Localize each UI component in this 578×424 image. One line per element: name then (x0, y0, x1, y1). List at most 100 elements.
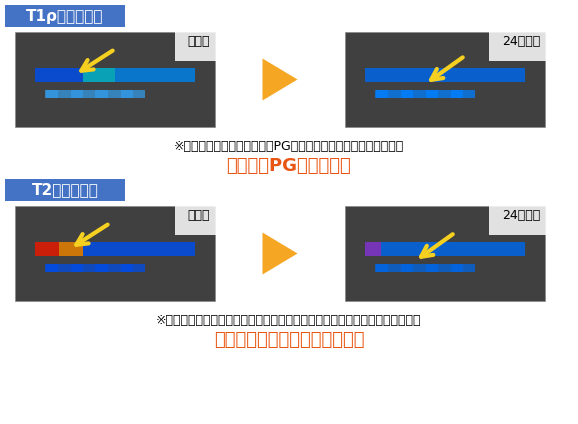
Bar (166, 67, 168, 82)
Bar (134, 90, 135, 98)
Bar (375, 242, 376, 256)
Bar (519, 67, 521, 82)
Bar (474, 242, 476, 256)
Bar (57, 67, 58, 82)
Bar (155, 242, 157, 256)
Bar (462, 264, 464, 271)
Bar (505, 242, 506, 256)
Bar (75, 264, 77, 271)
Bar (164, 67, 165, 82)
Bar (63, 242, 65, 256)
Bar (69, 67, 71, 82)
Bar (478, 67, 480, 82)
Bar (119, 90, 120, 98)
Bar (178, 242, 180, 256)
Bar (173, 67, 175, 82)
Bar (391, 90, 392, 98)
Bar (45, 264, 47, 271)
Bar (193, 242, 195, 256)
Bar (421, 67, 423, 82)
Bar (5, 179, 125, 201)
Bar (470, 264, 471, 271)
Bar (426, 67, 428, 82)
Bar (69, 264, 71, 271)
Bar (115, 67, 117, 82)
Bar (414, 90, 416, 98)
Bar (461, 67, 462, 82)
Bar (124, 242, 125, 256)
Bar (53, 264, 55, 271)
Bar (126, 242, 128, 256)
Bar (70, 90, 72, 98)
Bar (406, 264, 408, 271)
Bar (120, 90, 121, 98)
Bar (61, 242, 62, 256)
Bar (434, 90, 435, 98)
Bar (89, 67, 91, 82)
Bar (519, 242, 521, 256)
Bar (108, 67, 109, 82)
Bar (79, 264, 80, 271)
Bar (100, 67, 102, 82)
Bar (88, 242, 90, 256)
Bar (383, 242, 384, 256)
Bar (94, 242, 95, 256)
Bar (410, 90, 412, 98)
Bar (455, 67, 457, 82)
Bar (178, 67, 180, 82)
Bar (370, 242, 372, 256)
Bar (46, 67, 47, 82)
Bar (53, 90, 55, 98)
Bar (390, 67, 391, 82)
Bar (369, 242, 370, 256)
Bar (428, 67, 429, 82)
Bar (183, 67, 184, 82)
Bar (461, 242, 462, 256)
Bar (42, 67, 43, 82)
Bar (431, 67, 432, 82)
Bar (52, 264, 54, 271)
Bar (102, 67, 103, 82)
Bar (102, 90, 104, 98)
Bar (121, 264, 123, 271)
Bar (99, 264, 101, 271)
Bar (375, 90, 376, 98)
Bar (403, 90, 405, 98)
Bar (40, 242, 42, 256)
Bar (423, 242, 424, 256)
Bar (410, 242, 412, 256)
Bar (473, 264, 475, 271)
Bar (405, 67, 406, 82)
Bar (64, 264, 65, 271)
Bar (83, 242, 84, 256)
Bar (56, 67, 57, 82)
Bar (112, 67, 113, 82)
Bar (475, 67, 476, 82)
Bar (377, 242, 379, 256)
Bar (67, 264, 68, 271)
Bar (119, 242, 120, 256)
Bar (419, 67, 421, 82)
Bar (448, 67, 450, 82)
Bar (496, 242, 498, 256)
Bar (177, 242, 179, 256)
Bar (411, 67, 413, 82)
Bar (161, 242, 162, 256)
Bar (491, 67, 492, 82)
Polygon shape (262, 59, 298, 100)
Bar (509, 67, 510, 82)
Bar (412, 90, 413, 98)
Bar (428, 264, 429, 271)
Bar (384, 67, 386, 82)
Bar (138, 242, 139, 256)
Bar (391, 242, 392, 256)
Bar (109, 90, 110, 98)
Bar (125, 242, 127, 256)
Bar (65, 90, 66, 98)
Bar (386, 264, 387, 271)
Bar (428, 242, 429, 256)
Bar (85, 67, 87, 82)
Bar (433, 67, 435, 82)
Bar (412, 264, 413, 271)
Bar (420, 67, 421, 82)
